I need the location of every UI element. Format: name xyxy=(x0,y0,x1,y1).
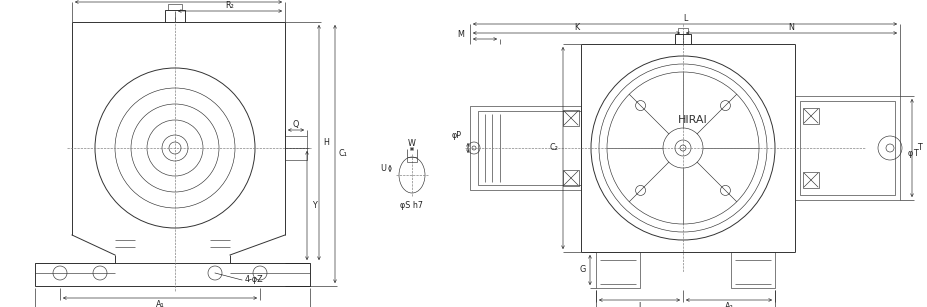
Bar xyxy=(563,110,578,126)
Text: φP: φP xyxy=(451,131,462,141)
Text: J: J xyxy=(638,302,640,307)
Bar xyxy=(802,108,819,124)
Text: R₁: R₁ xyxy=(174,0,183,1)
Text: R₂: R₂ xyxy=(225,1,235,10)
Text: A₁: A₁ xyxy=(156,301,164,307)
Text: φS h7: φS h7 xyxy=(400,200,423,209)
Text: φ: φ xyxy=(907,149,912,157)
Text: N: N xyxy=(788,22,794,32)
Text: Q: Q xyxy=(293,119,298,129)
Text: G: G xyxy=(579,266,586,274)
Text: C₁: C₁ xyxy=(338,150,347,158)
Bar xyxy=(595,252,640,288)
Text: Y: Y xyxy=(311,201,316,210)
Bar xyxy=(799,101,894,195)
Text: U: U xyxy=(379,164,386,173)
Text: HIRAI: HIRAI xyxy=(678,115,707,125)
Text: C₂: C₂ xyxy=(549,143,558,153)
Bar xyxy=(674,34,691,44)
Text: K: K xyxy=(573,22,578,32)
Bar xyxy=(678,28,687,34)
Bar xyxy=(165,10,184,22)
Bar xyxy=(730,252,774,288)
Text: H: H xyxy=(323,138,328,147)
Text: A₂: A₂ xyxy=(724,302,732,307)
Text: M: M xyxy=(457,29,464,38)
Text: T: T xyxy=(912,149,917,157)
Bar xyxy=(563,170,578,186)
Bar xyxy=(35,263,310,286)
Text: T: T xyxy=(916,143,921,153)
Bar xyxy=(794,96,899,200)
Text: W: W xyxy=(408,138,415,147)
Bar xyxy=(469,106,580,190)
Bar xyxy=(477,111,580,185)
Text: L: L xyxy=(682,14,687,22)
Text: 4-φZ: 4-φZ xyxy=(245,275,263,285)
Bar xyxy=(285,136,307,160)
Bar xyxy=(802,172,819,188)
Bar xyxy=(168,4,182,10)
